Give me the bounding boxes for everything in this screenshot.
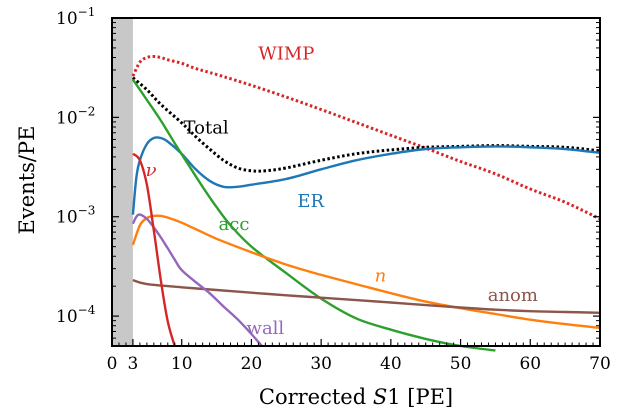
x-tick-label: 30	[310, 354, 332, 374]
x-tick-label: 60	[519, 354, 541, 374]
plot-frame	[111, 17, 601, 347]
series-label-1: Total	[184, 118, 229, 139]
x-axis-label: Corrected S1 [PE]	[259, 385, 453, 409]
series-layer	[131, 54, 601, 352]
y-tick-label: 10−2	[56, 104, 95, 128]
series-label-2: ER	[297, 191, 324, 212]
series-label-6: wall	[247, 318, 285, 339]
x-tick-label: 20	[241, 354, 263, 374]
series-label-4: n	[375, 266, 387, 287]
series-line-6	[131, 213, 263, 347]
x-axis-label-prefix: Corrected	[259, 385, 373, 409]
x-tick-label: 3	[128, 354, 139, 374]
y-axis-label: Events/PE	[15, 126, 39, 235]
x-axis-label-symbol: S	[373, 385, 387, 409]
series-label-3: acc	[219, 214, 250, 235]
series-label-7: ν	[146, 160, 157, 181]
x-tick-label: 70	[589, 354, 611, 374]
series-label-0: WIMP	[258, 43, 314, 64]
y-tick-label: 10−1	[56, 5, 95, 29]
series-label-5: anom	[488, 285, 538, 306]
excluded-band	[112, 18, 133, 346]
series-labels: WIMP Total ER acc n anom wall ν	[146, 43, 538, 338]
series-line-2	[131, 136, 601, 215]
series-line-3	[131, 78, 496, 352]
x-tick-label: 10	[171, 354, 193, 374]
x-tick-label: 0	[107, 354, 118, 374]
y-tick-label: 10−3	[56, 204, 95, 228]
series-line-7	[132, 152, 176, 347]
x-axis-label-suffix: 1 [PE]	[387, 385, 453, 409]
series-line-5	[132, 278, 601, 314]
x-tick-label: 50	[450, 354, 472, 374]
series-line-4	[131, 214, 601, 330]
x-tick-label: 40	[380, 354, 402, 374]
y-tick-label: 10−4	[56, 303, 96, 327]
series-line-0	[131, 54, 601, 221]
